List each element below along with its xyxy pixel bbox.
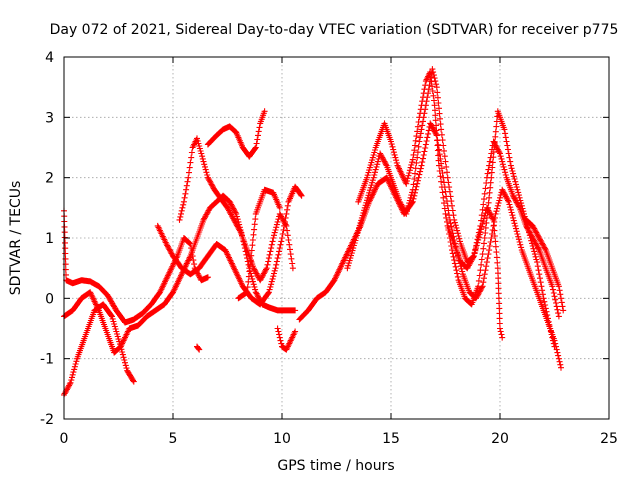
series-marks — [235, 186, 283, 302]
series-track-m — [444, 204, 506, 341]
series-track-f — [204, 108, 268, 160]
series-marks — [204, 108, 268, 160]
series-marks — [344, 66, 562, 320]
series-track-d — [154, 183, 305, 308]
series-marks — [523, 216, 567, 314]
series-marks — [274, 325, 299, 353]
x-tick-label: 0 — [60, 431, 69, 447]
series-marks — [355, 69, 558, 350]
series-marks — [444, 204, 506, 341]
series-marks — [176, 135, 296, 284]
y-axis-ticks: -2 -1 0 1 2 3 4 — [40, 50, 609, 428]
y-tick-label: 1 — [45, 231, 54, 247]
series-track-n — [523, 216, 567, 314]
series-track-l — [355, 69, 558, 350]
series-track-j — [296, 120, 564, 371]
x-tick-label: 25 — [600, 431, 618, 447]
y-tick-label: 0 — [45, 291, 54, 307]
grid-lines — [64, 57, 609, 419]
series-track-h — [235, 186, 283, 302]
x-axis-label: GPS time / hours — [277, 458, 394, 474]
x-tick-label: 20 — [491, 431, 509, 447]
series-track-g — [194, 343, 203, 353]
x-axis-ticks: 0 5 10 15 20 25 — [60, 57, 618, 447]
series-marks — [61, 207, 211, 326]
series-track-k — [344, 66, 562, 320]
x-tick-label: 15 — [382, 431, 400, 447]
series-track-e — [176, 135, 296, 284]
series-marks — [154, 183, 305, 308]
series-marks — [194, 343, 203, 353]
x-tick-label: 5 — [169, 431, 178, 447]
y-tick-label: 4 — [45, 50, 54, 66]
data-marks — [61, 66, 567, 398]
y-tick-label: 2 — [45, 171, 54, 187]
y-tick-label: -1 — [40, 352, 54, 368]
series-track-i — [274, 325, 299, 353]
series-marks — [296, 120, 564, 371]
chart-title: Day 072 of 2021, Sidereal Day-to-day VTE… — [50, 22, 619, 38]
y-tick-label: -2 — [40, 412, 54, 428]
x-tick-label: 10 — [273, 431, 291, 447]
series-track-a — [61, 207, 211, 326]
y-tick-label: 3 — [45, 110, 54, 126]
y-axis-label: SDTVAR / TECUs — [8, 181, 24, 296]
